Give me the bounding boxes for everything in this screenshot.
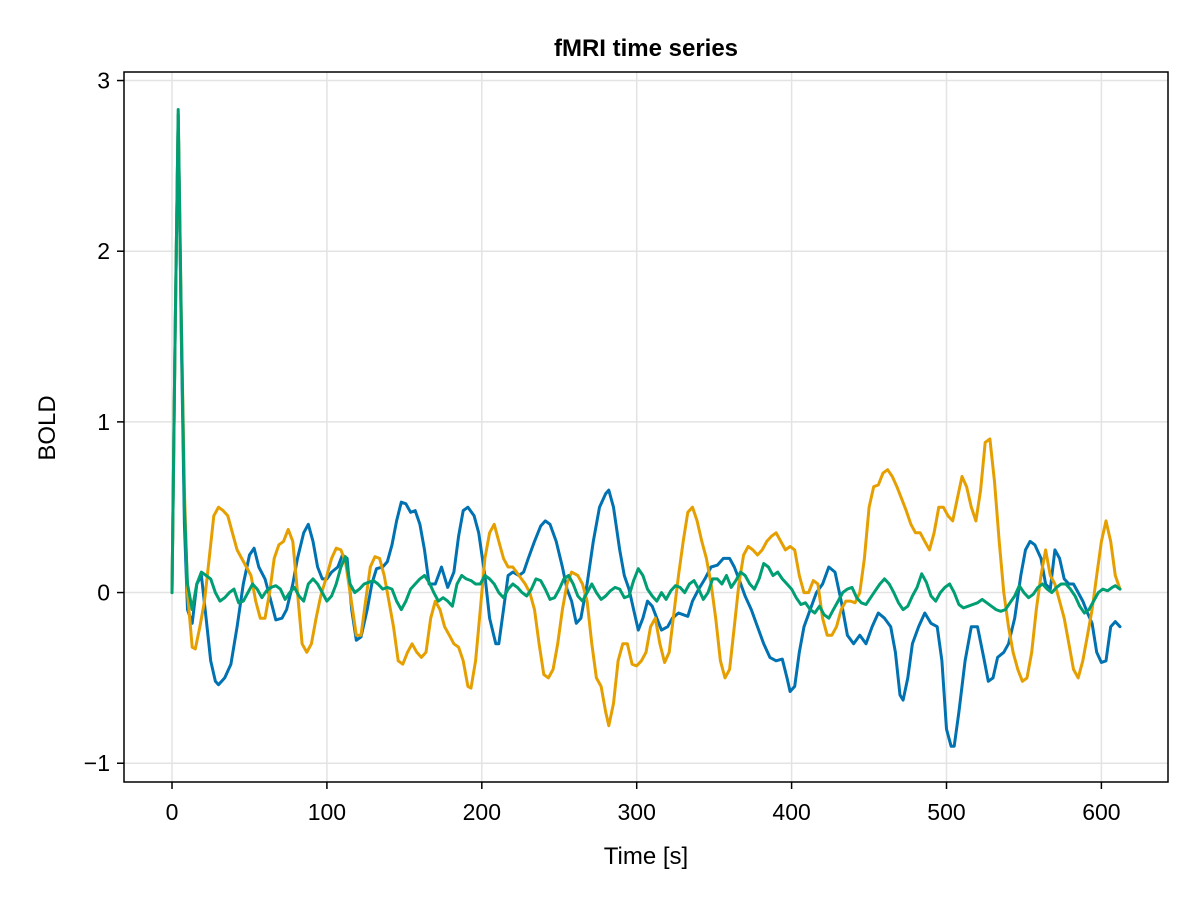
plot-series bbox=[170, 108, 1122, 748]
y-axis: −1 0 1 2 3 bbox=[84, 68, 124, 776]
x-tick-label: 500 bbox=[927, 799, 965, 825]
x-axis: 0 100 200 300 400 500 600 bbox=[166, 782, 1121, 825]
y-tick-label: 0 bbox=[97, 580, 110, 606]
chart-title: fMRI time series bbox=[554, 35, 738, 62]
y-tick-label: −1 bbox=[84, 750, 110, 776]
x-tick-label: 0 bbox=[166, 799, 179, 825]
x-tick-label: 100 bbox=[308, 799, 346, 825]
series-line-1 bbox=[170, 113, 1122, 748]
x-axis-label: Time [s] bbox=[604, 843, 688, 870]
x-tick-label: 600 bbox=[1082, 799, 1120, 825]
y-tick-label: 1 bbox=[97, 409, 110, 435]
grid-lines bbox=[124, 72, 1168, 782]
x-tick-label: 200 bbox=[463, 799, 501, 825]
x-tick-label: 400 bbox=[772, 799, 810, 825]
plot-frame bbox=[123, 71, 1169, 783]
y-tick-label: 2 bbox=[97, 238, 110, 264]
y-tick-label: 3 bbox=[97, 68, 110, 94]
y-axis-label: BOLD bbox=[34, 395, 61, 460]
x-tick-label: 300 bbox=[618, 799, 656, 825]
series-line-3 bbox=[170, 108, 1122, 620]
